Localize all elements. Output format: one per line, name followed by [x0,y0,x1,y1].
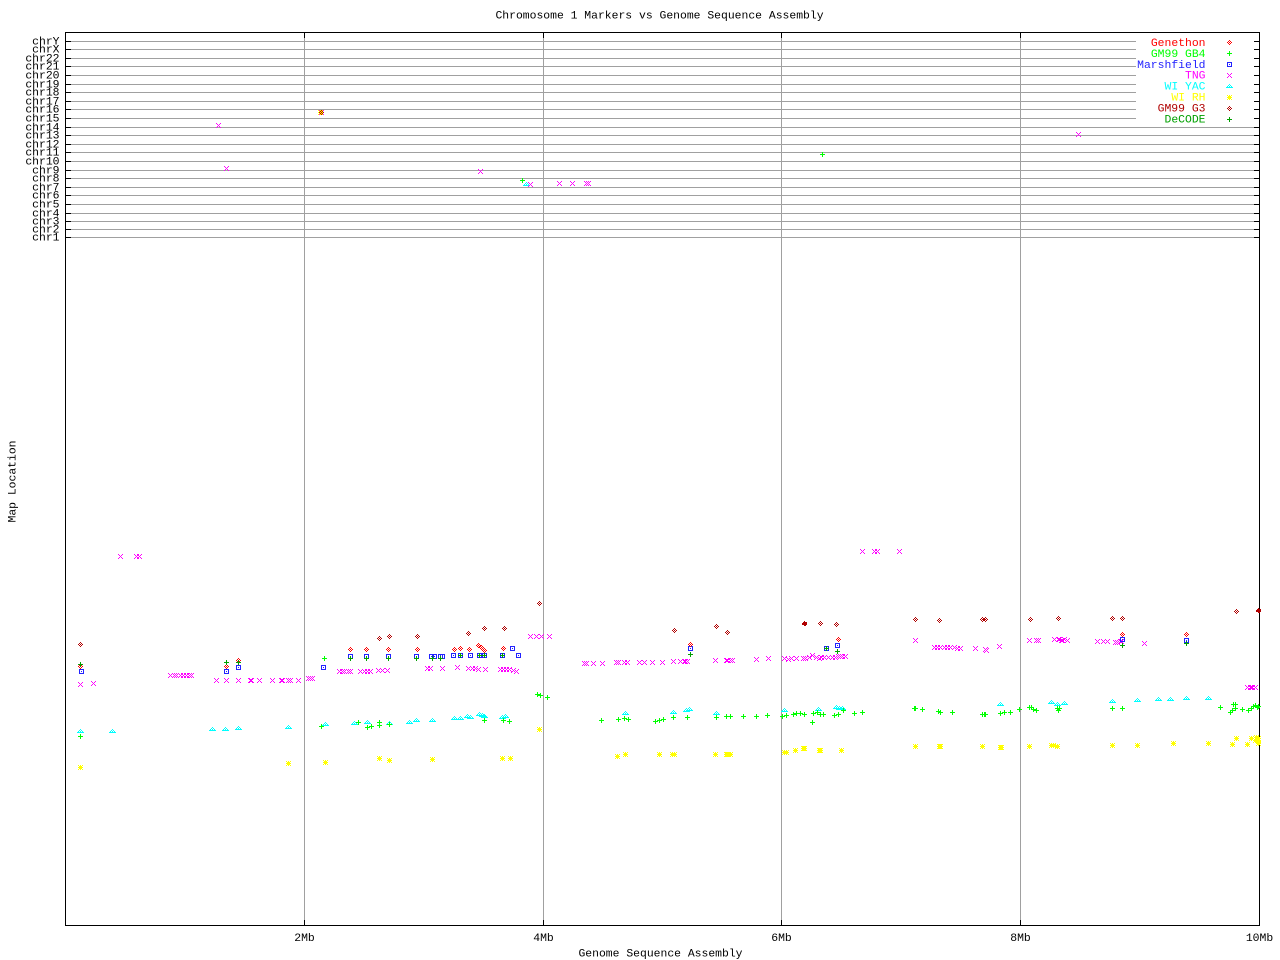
svg-text:chr22: chr22 [25,54,59,66]
svg-text:chr19: chr19 [25,80,59,92]
svg-text:chr21: chr21 [25,62,59,74]
svg-text:chr4: chr4 [32,209,60,221]
svg-text:chrY: chrY [32,37,60,49]
svg-text:chr1: chr1 [32,233,60,245]
svg-text:WI YAC: WI YAC [1164,82,1205,94]
svg-text:10Mb: 10Mb [1246,933,1274,945]
svg-text:Genethon: Genethon [1151,38,1206,50]
svg-text:DeCODE: DeCODE [1164,114,1205,126]
svg-text:chr8: chr8 [32,174,60,186]
svg-text:chr12: chr12 [25,140,59,152]
svg-text:chr5: chr5 [32,200,60,212]
svg-text:Chromosome 1 Markers vs Genome: Chromosome 1 Markers vs Genome Sequence … [495,11,823,23]
svg-text:chrX: chrX [32,45,60,57]
svg-text:4Mb: 4Mb [533,933,554,945]
svg-text:TNG: TNG [1185,71,1206,83]
svg-text:chr17: chr17 [25,97,59,109]
svg-text:chr14: chr14 [25,123,59,135]
svg-text:chr2: chr2 [32,225,60,237]
svg-text:Marshfield: Marshfield [1137,60,1205,72]
svg-text:chr6: chr6 [32,191,60,203]
svg-text:WI RH: WI RH [1171,93,1205,105]
svg-text:chr16: chr16 [25,105,59,117]
svg-text:Genome Sequence Assembly: Genome Sequence Assembly [578,949,742,960]
svg-text:chr15: chr15 [25,114,59,126]
svg-text:chr3: chr3 [32,217,60,229]
svg-text:chr13: chr13 [25,131,59,143]
svg-text:2Mb: 2Mb [294,933,315,945]
svg-text:6Mb: 6Mb [771,933,792,945]
svg-text:Map Location: Map Location [8,440,20,522]
svg-text:chr9: chr9 [32,166,60,178]
svg-text:GM99 GB4: GM99 GB4 [1151,49,1206,61]
svg-text:chr7: chr7 [32,183,59,195]
svg-text:chr18: chr18 [25,88,59,100]
svg-text:8Mb: 8Mb [1010,933,1031,945]
svg-text:chr10: chr10 [25,157,59,169]
svg-text:chr11: chr11 [25,148,59,160]
svg-text:chr20: chr20 [25,71,59,83]
svg-text:GM99 G3: GM99 G3 [1158,103,1206,115]
